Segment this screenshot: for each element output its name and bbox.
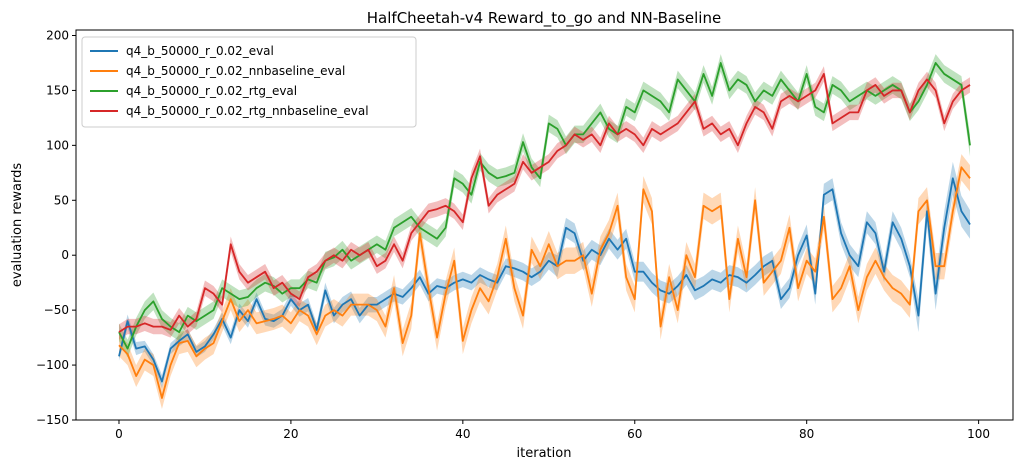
- legend-label: q4_b_50000_r_0.02_nnbaseline_eval: [126, 64, 345, 78]
- y-axis: −150 −100 −50 0 50 100 150 200: [36, 28, 76, 427]
- x-tick-label: 80: [799, 427, 814, 441]
- x-axis: 0 20 40 60 80 100: [115, 420, 990, 441]
- series-lines: [118, 62, 971, 399]
- y-tick-label: −150: [36, 413, 69, 427]
- series-band-3: [118, 66, 971, 340]
- legend: q4_b_50000_r_0.02_eval q4_b_50000_r_0.02_…: [81, 36, 417, 128]
- y-tick-label: 100: [46, 138, 69, 152]
- y-tick-label: 200: [46, 28, 69, 42]
- chart-title: HalfCheetah-v4 Reward_to_go and NN-Basel…: [367, 9, 721, 28]
- series-line-1: [118, 166, 971, 399]
- series-line-0: [118, 177, 971, 383]
- legend-label: q4_b_50000_r_0.02_eval: [126, 44, 274, 58]
- series-line-3: [118, 73, 971, 333]
- legend-label: q4_b_50000_r_0.02_rtg_nnbaseline_eval: [126, 104, 369, 118]
- series-band-2: [118, 54, 971, 358]
- y-tick-label: −50: [44, 303, 69, 317]
- x-tick-label: 0: [115, 427, 123, 441]
- x-tick-label: 60: [627, 427, 642, 441]
- y-axis-label: evaluation rewards: [10, 163, 25, 288]
- x-axis-label: iteration: [517, 446, 572, 461]
- x-tick-label: 40: [455, 427, 470, 441]
- y-tick-label: 150: [46, 83, 69, 97]
- y-tick-label: 50: [54, 193, 69, 207]
- legend-label: q4_b_50000_r_0.02_rtg_eval: [126, 84, 297, 98]
- y-tick-label: 0: [61, 248, 69, 262]
- plot-frame: [75, 29, 1014, 421]
- x-tick-label: 100: [967, 427, 990, 441]
- legend-box: [81, 36, 417, 128]
- x-tick-label: 20: [283, 427, 298, 441]
- y-tick-label: −100: [36, 358, 69, 372]
